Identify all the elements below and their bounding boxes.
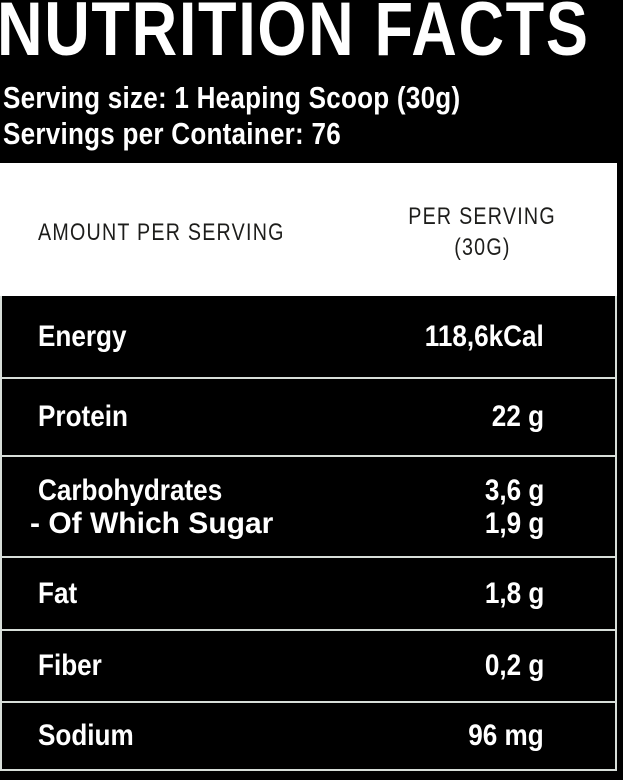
label-header-section: NUTRITION FACTS Serving size: 1 Heaping …: [0, 0, 623, 163]
servings-per-container-line: Servings per Container: 76: [3, 116, 341, 151]
per-serving-header-line2: (30G): [453, 234, 511, 261]
nutrition-facts-title: NUTRITION FACTS: [0, 0, 623, 68]
per-serving-header-line1: PER SERVING: [408, 203, 556, 230]
row-label: Fiber: [38, 649, 102, 682]
table-row-sodium: Sodium 96 mg: [2, 701, 615, 769]
row-value: 96 mg: [468, 719, 544, 752]
row-sub-label: - Of Which Sugar: [30, 506, 274, 540]
serving-size-line: Serving size: 1 Heaping Scoop (30g): [3, 80, 461, 115]
table-row-protein: Protein 22 g: [2, 377, 615, 455]
nutrition-facts-title-text: NUTRITION FACTS: [0, 0, 590, 72]
row-label: Fat: [38, 576, 78, 610]
table-row-carbohydrates: Carbohydrates 3,6 g - Of Which Sugar 1,9…: [2, 455, 615, 556]
table-row-fat: Fat 1,8 g: [2, 556, 615, 629]
row-label: Energy: [38, 319, 127, 353]
row-label: Protein: [38, 400, 128, 433]
amount-per-serving-header: AMOUNT PER SERVING: [38, 219, 285, 246]
row-value: 22 g: [491, 400, 544, 433]
row-label: Sodium: [38, 719, 134, 752]
row-value: 3,6 g: [484, 473, 544, 507]
carbohydrates-sugar-line: - Of Which Sugar 1,9 g: [2, 507, 615, 540]
row-label: Carbohydrates: [38, 473, 223, 507]
carbohydrates-main-line: Carbohydrates 3,6 g: [2, 474, 615, 507]
row-value: 1,8 g: [484, 576, 544, 610]
nutrition-table: Energy 118,6kCal Protein 22 g Carbohydra…: [0, 296, 617, 771]
per-serving-header: PER SERVING (30G): [370, 201, 594, 263]
serving-info: Serving size: 1 Heaping Scoop (30g) Serv…: [3, 80, 548, 152]
row-value: 118,6kCal: [424, 319, 544, 353]
row-sub-value: 1,9 g: [484, 506, 544, 540]
column-header-band: AMOUNT PER SERVING PER SERVING (30G): [0, 163, 617, 296]
table-row-energy: Energy 118,6kCal: [2, 296, 615, 377]
table-row-fiber: Fiber 0,2 g: [2, 629, 615, 701]
row-value: 0,2 g: [484, 649, 544, 682]
